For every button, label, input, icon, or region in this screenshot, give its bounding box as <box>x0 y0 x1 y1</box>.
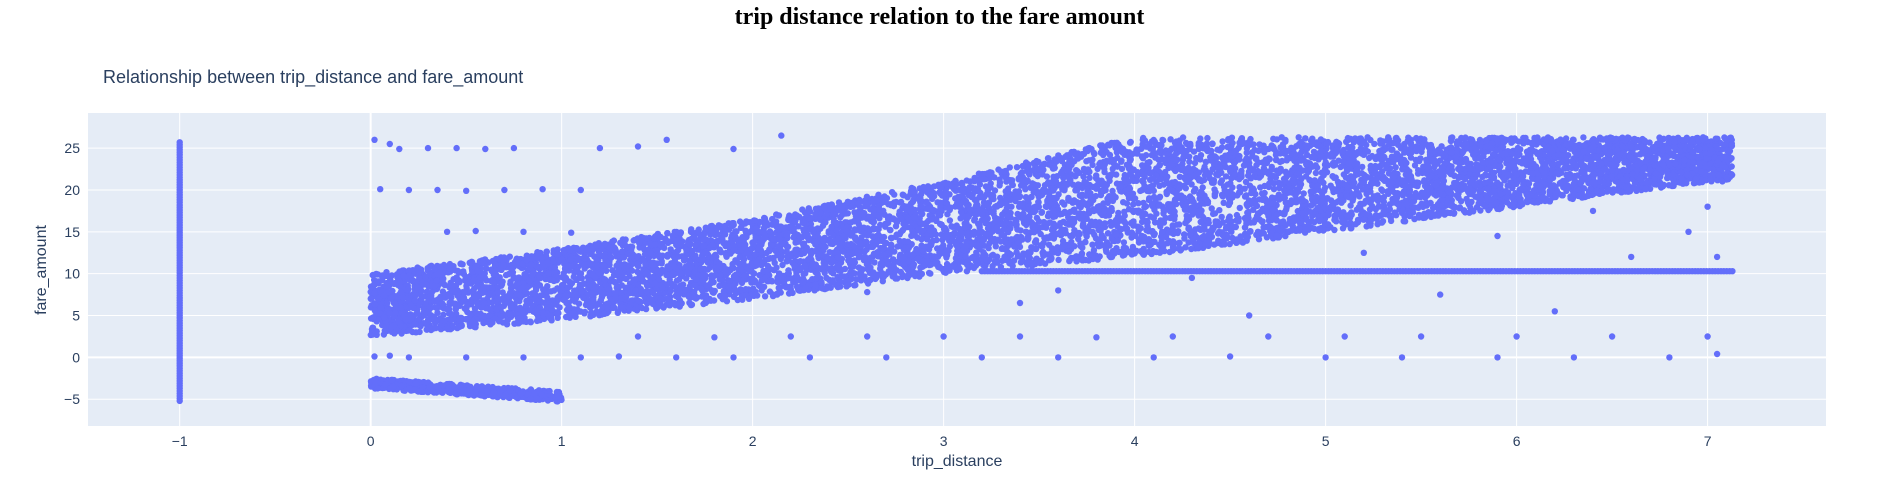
data-point <box>416 328 423 336</box>
data-point <box>1100 151 1107 159</box>
chart-title: Relationship between trip_distance and f… <box>103 67 523 88</box>
data-point <box>575 300 583 307</box>
data-point <box>383 299 391 307</box>
data-point <box>432 304 439 311</box>
data-point <box>1089 156 1096 163</box>
data-point <box>1366 154 1373 162</box>
data-point <box>1091 231 1098 239</box>
data-point <box>1209 210 1217 218</box>
data-point <box>610 278 618 285</box>
data-point <box>1283 157 1291 164</box>
data-point <box>1477 207 1484 214</box>
data-point <box>1226 240 1233 248</box>
data-point <box>1355 218 1362 225</box>
data-point <box>1322 159 1329 166</box>
data-point <box>1219 138 1226 145</box>
data-point <box>1050 187 1057 194</box>
data-point <box>1075 229 1083 237</box>
data-point <box>1218 213 1225 221</box>
data-point <box>989 262 996 270</box>
data-point <box>1140 199 1147 207</box>
data-point <box>1179 134 1187 141</box>
data-point <box>1273 136 1281 143</box>
data-point <box>1407 192 1414 200</box>
data-point <box>1580 134 1587 141</box>
data-point <box>1089 161 1096 169</box>
data-point <box>1379 218 1387 225</box>
data-point <box>1220 199 1227 206</box>
data-point <box>1104 141 1112 149</box>
data-point <box>1192 185 1199 193</box>
data-point <box>1204 134 1211 142</box>
data-point <box>1218 177 1226 184</box>
page-title: trip distance relation to the fare amoun… <box>734 4 1145 30</box>
data-point <box>1186 158 1193 165</box>
data-point <box>893 231 900 238</box>
data-point <box>985 244 992 252</box>
data-point <box>176 139 183 146</box>
data-point <box>1261 182 1268 190</box>
data-point <box>1331 174 1338 181</box>
data-point <box>455 268 462 275</box>
data-point <box>1327 197 1335 204</box>
data-point <box>1312 169 1320 177</box>
data-point <box>483 265 490 272</box>
data-point <box>1135 200 1142 207</box>
data-point <box>1367 222 1374 229</box>
data-point <box>1137 225 1144 232</box>
data-points <box>176 132 1736 405</box>
data-point <box>1080 173 1087 180</box>
data-point <box>1140 134 1147 142</box>
data-point <box>674 247 682 254</box>
data-point <box>1055 256 1062 264</box>
data-point <box>487 321 494 328</box>
